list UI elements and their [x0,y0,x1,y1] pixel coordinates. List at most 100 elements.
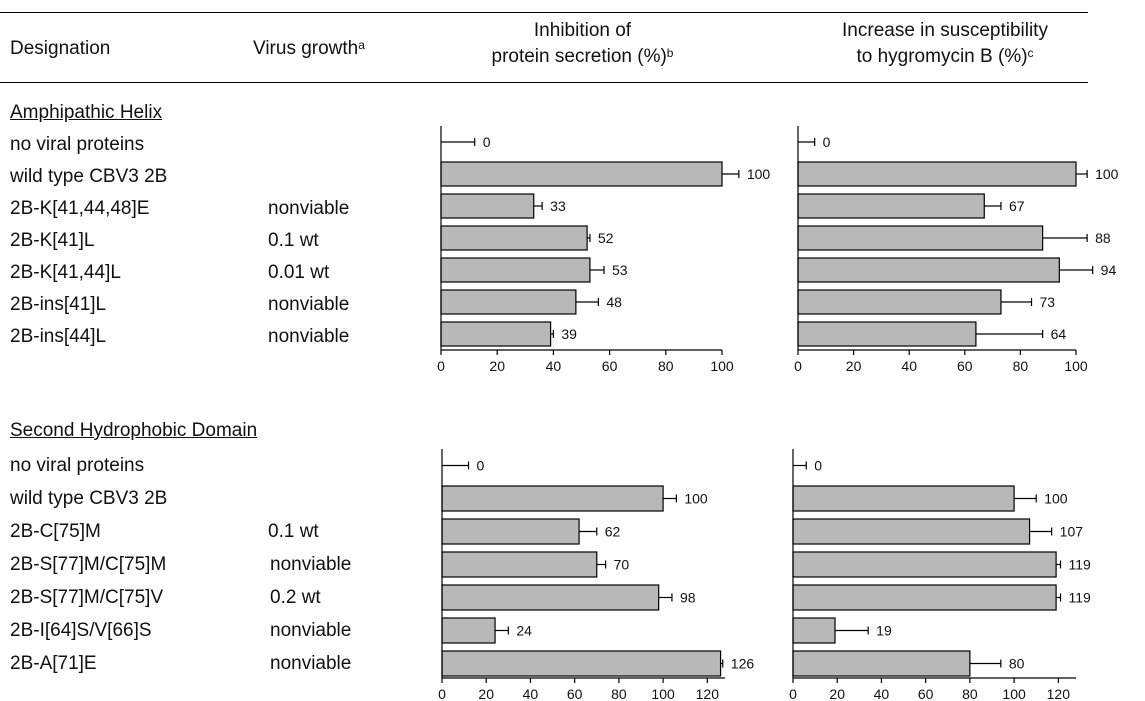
bar [440,193,535,219]
header-susceptibility-line2-wrap: to hygromycin B (%)c [800,44,1090,70]
x-tick-label: 120 [1047,686,1071,701]
x-tick-label: 60 [957,358,973,374]
bar [440,161,723,187]
x-tick-label: 0 [794,358,802,374]
data-label: 67 [1009,198,1025,214]
data-label: 53 [612,262,628,278]
x-tick-label: 40 [523,686,539,701]
header-susceptibility-line1: Increase in susceptibility [842,20,1048,41]
header-inhibition-sup: b [666,46,674,60]
bar [792,485,1015,512]
row-virus-growth: nonviable [268,294,350,315]
bar [792,617,836,644]
data-label: 39 [561,326,577,342]
data-label: 52 [598,230,614,246]
data-label: 119 [1069,557,1092,573]
row-designation: 2B-S[77]M/C[75]M [10,554,167,575]
x-tick-label: 60 [602,358,618,374]
bar [792,518,1031,545]
data-label: 62 [605,524,621,540]
data-label: 107 [1060,524,1084,540]
bar [441,485,664,512]
x-tick-label: 20 [829,686,845,701]
data-label: 100 [747,166,771,182]
bar [440,225,588,251]
section-title-second-hydrophobic: Second Hydrophobic Domain [10,420,258,441]
header-susceptibility: Increase in susceptibility to hygromycin… [800,18,1090,70]
x-tick-label: 40 [874,686,890,701]
bar [440,257,591,283]
row-designation: wild type CBV3 2B [10,166,168,187]
header-susceptibility-sup: c [1027,46,1034,60]
bar [797,161,1077,187]
header-inhibition-line1: Inhibition of [533,20,632,41]
x-tick-label: 0 [438,686,446,701]
header-susceptibility-line2: to hygromycin B (%) [856,46,1028,67]
data-label: 0 [483,134,491,150]
x-tick-label: 100 [651,686,675,701]
data-label: 0 [477,458,485,474]
x-tick-label: 80 [658,358,674,374]
data-label: 33 [550,198,566,214]
row-designation: 2B-ins[41]L [10,294,107,315]
header-virus-growth: Virus growtha [253,36,365,62]
row-virus-growth: 0.01 wt [268,262,330,283]
row-virus-growth: nonviable [270,653,352,674]
data-label: 19 [876,623,892,639]
data-label: 73 [1040,294,1056,310]
row-virus-growth: 0.2 wt [270,587,321,608]
data-label: 119 [1069,590,1092,606]
row-virus-growth: 0.1 wt [268,521,319,542]
bar [441,617,496,644]
data-label: 126 [731,656,755,672]
bar [792,584,1057,611]
x-tick-label: 0 [789,686,797,701]
row-designation: 2B-A[71]E [10,653,97,674]
data-label: 0 [823,134,831,150]
row-designation: 2B-K[41]L [10,230,95,251]
x-tick-label: 20 [478,686,494,701]
x-tick-label: 100 [1064,358,1088,374]
bar [792,650,971,677]
header-designation: Designation [10,36,110,62]
data-label: 100 [1044,491,1068,507]
data-label: 70 [614,557,630,573]
header-designation-text: Designation [10,38,111,59]
data-label: 64 [1051,326,1067,342]
header-virus-growth-text: Virus growth [253,38,359,59]
bar [441,518,580,545]
bar [441,650,722,677]
row-virus-growth: 0.1 wt [268,230,319,251]
data-label: 94 [1101,262,1117,278]
bar [440,321,552,347]
data-label: 100 [684,491,708,507]
bar [797,289,1002,315]
bar [441,584,660,611]
x-tick-label: 100 [1002,686,1026,701]
row-virus-growth: nonviable [268,326,350,347]
x-tick-label: 80 [962,686,978,701]
row-designation: no viral proteins [10,134,145,155]
x-tick-label: 40 [546,358,562,374]
bar [797,257,1060,283]
data-label: 24 [516,623,532,639]
top-rule [0,12,1088,13]
bar [797,225,1044,251]
row-virus-growth: nonviable [270,620,352,641]
data-label: 48 [606,294,622,310]
header-virus-growth-sup: a [358,38,365,52]
row-designation: 2B-S[77]M/C[75]V [10,587,164,608]
bar [440,289,577,315]
data-label: 0 [814,458,822,474]
data-label: 80 [1009,656,1025,672]
header-inhibition-line2-wrap: protein secretion (%)b [440,44,725,70]
header-inhibition-line2: protein secretion (%) [491,46,667,67]
row-designation: 2B-K[41,44]L [10,262,121,283]
x-tick-label: 0 [437,358,445,374]
row-designation: no viral proteins [10,455,145,476]
x-tick-label: 20 [846,358,862,374]
x-tick-label: 60 [918,686,934,701]
bar [441,551,598,578]
row-virus-growth: nonviable [270,554,352,575]
